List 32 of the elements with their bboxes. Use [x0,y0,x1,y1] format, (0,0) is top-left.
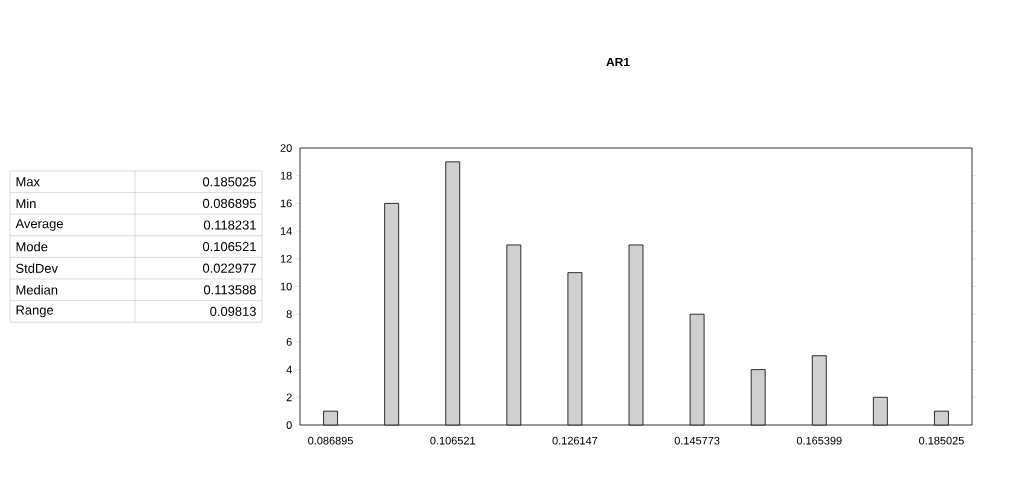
text: 0.022977 [202,263,256,273]
y-tick-label: 14 [280,227,292,235]
x-tick-label: 0.106521 [430,436,476,445]
text: 0.113588 [203,285,256,295]
text: 0.09813 [210,306,256,316]
x-tick-label: 0.165399 [796,436,842,445]
chart-title: AR1 [606,57,630,67]
x-tick-label: 0.185025 [919,436,964,445]
y-tick-label: 10 [280,282,292,291]
y-tick-label: 20 [280,144,292,152]
text: 0.086895 [202,198,256,208]
text: Mode [16,241,48,252]
text: 0.185025 [202,177,256,187]
text: Median [16,285,58,295]
y-tick-label: 12 [280,254,292,263]
y-tick-label: 6 [286,338,292,346]
text: 0.106521 [202,242,256,252]
text: Min [16,198,36,209]
y-tick-label: 8 [286,310,292,319]
x-tick-label: 0.145773 [674,436,720,445]
text: Range [16,305,54,318]
x-tick-label: 0.086895 [308,436,353,445]
y-tick-label: 18 [280,171,292,180]
x-tick-label: 0.126147 [552,436,598,445]
y-tick-label: 0 [286,421,292,429]
text: Max [16,177,40,187]
text: StdDev [16,263,58,273]
text: 0.118231 [203,220,256,230]
y-tick-label: 16 [280,199,292,208]
y-tick-label: 4 [286,365,292,374]
text: Average [15,219,63,231]
y-tick-label: 2 [286,393,292,402]
